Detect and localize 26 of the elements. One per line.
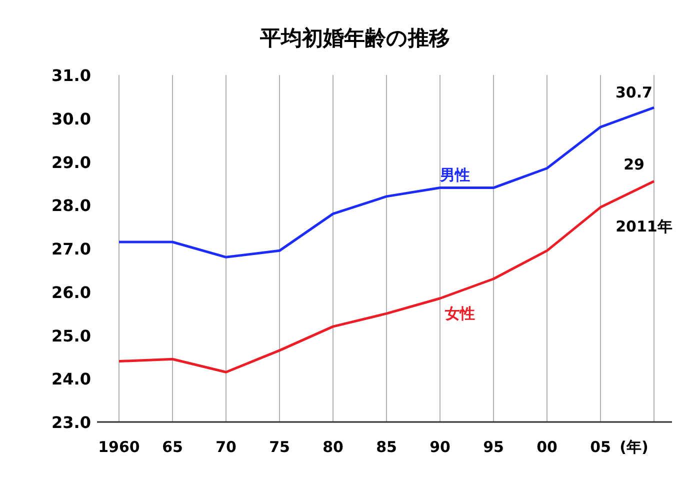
series-label: 女性 <box>444 304 475 322</box>
chart-title: 平均初婚年齢の推移 <box>259 26 450 50</box>
x-tick-label: 85 <box>376 438 397 456</box>
y-tick-label: 28.0 <box>52 196 91 216</box>
x-tick-label: 75 <box>269 438 290 456</box>
x-tick-label: 00 <box>536 438 558 456</box>
y-tick-label: 29.0 <box>52 152 91 172</box>
x-tick-label: 1960 <box>98 438 140 456</box>
x-tick-label: 80 <box>322 438 344 456</box>
annotation: 2011年 <box>616 217 672 236</box>
y-tick-label: 25.0 <box>52 326 91 346</box>
y-tick-label: 27.0 <box>52 240 91 258</box>
x-tick-label: 65 <box>162 438 183 456</box>
x-tick-label: 70 <box>216 438 236 456</box>
y-tick-label: 30.0 <box>52 109 91 128</box>
x-tick-label: 95 <box>483 438 504 456</box>
y-tick-label: 26.0 <box>52 282 91 302</box>
x-tick-label: 90 <box>430 438 450 456</box>
annotation: 29 <box>624 155 644 174</box>
y-tick-label: 23.0 <box>52 413 91 432</box>
x-tick-label: 05 <box>590 438 611 456</box>
y-tick-label: 31.0 <box>52 66 91 85</box>
annotation: 30.7 <box>615 84 653 102</box>
series-label: 男性 <box>439 166 470 184</box>
y-tick-label: 24.0 <box>52 370 91 389</box>
x-axis-title: (年) <box>620 438 648 456</box>
